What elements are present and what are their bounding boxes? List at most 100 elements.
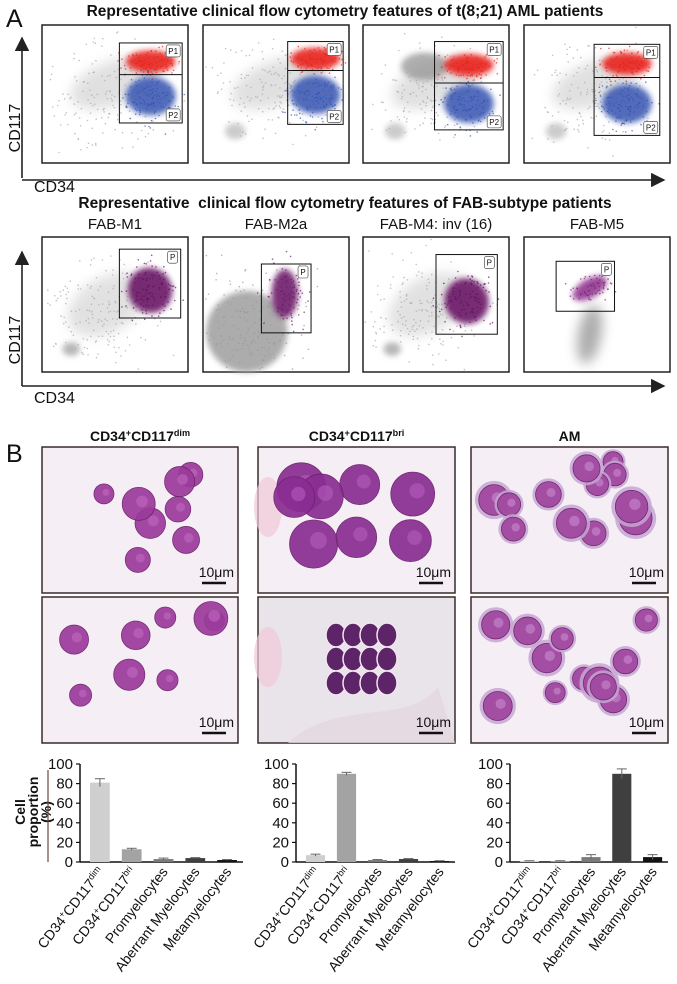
event-dot <box>558 81 561 84</box>
event-dot <box>279 87 281 89</box>
event-dot <box>130 273 133 275</box>
event-dot <box>634 93 637 95</box>
event-dot <box>452 330 455 333</box>
event-dot <box>271 84 273 87</box>
event-dot <box>430 306 433 308</box>
event-dot <box>91 144 94 146</box>
event-dot <box>124 84 126 87</box>
event-dot <box>439 338 441 341</box>
event-dot <box>89 102 92 105</box>
event-dot <box>73 57 75 60</box>
event-dot <box>375 331 377 334</box>
event-dot <box>182 299 184 302</box>
event-dot <box>428 281 431 284</box>
event-dot <box>459 102 462 105</box>
event-dot <box>630 62 633 64</box>
event-dot <box>156 56 159 58</box>
event-dot <box>628 94 630 96</box>
event-dot <box>270 292 273 294</box>
event-dot <box>617 82 619 84</box>
event-dot <box>130 274 132 277</box>
event-dot <box>144 273 146 276</box>
event-dot <box>279 339 282 341</box>
event-dot <box>253 308 255 310</box>
event-dot <box>287 293 290 295</box>
event-dot <box>90 285 93 288</box>
event-dot <box>441 79 444 81</box>
event-dot <box>563 119 566 122</box>
event-dot <box>274 101 276 104</box>
event-dot <box>595 105 597 108</box>
cell-population <box>224 122 246 140</box>
event-dot <box>153 274 155 277</box>
event-dot <box>322 89 325 92</box>
event-dot <box>164 305 166 307</box>
nucleolus <box>317 485 334 501</box>
event-dot <box>216 92 219 95</box>
event-dot <box>245 54 247 57</box>
event-dot <box>596 290 599 292</box>
event-dot <box>624 101 626 103</box>
event-dot <box>479 284 482 286</box>
event-dot <box>222 316 225 319</box>
event-dot <box>117 332 120 335</box>
event-dot <box>298 109 301 111</box>
event-dot <box>319 98 321 101</box>
event-dot <box>58 151 60 154</box>
event-dot <box>382 101 384 104</box>
event-dot <box>413 324 415 327</box>
event-dot <box>130 78 133 81</box>
event-dot <box>395 79 398 82</box>
event-dot <box>413 318 415 321</box>
event-dot <box>419 302 422 305</box>
event-dot <box>262 137 264 140</box>
event-dot <box>95 118 97 120</box>
event-dot <box>285 81 288 83</box>
event-dot <box>435 111 438 114</box>
event-dot <box>293 284 296 287</box>
event-dot <box>70 330 73 333</box>
event-dot <box>625 83 628 85</box>
event-dot <box>272 66 274 68</box>
event-dot <box>266 305 269 307</box>
event-dot <box>331 88 333 91</box>
event-dot <box>431 106 434 109</box>
event-dot <box>250 342 253 345</box>
event-dot <box>641 65 643 67</box>
event-dot <box>251 118 253 121</box>
event-dot <box>257 349 259 352</box>
gate <box>118 248 182 319</box>
event-dot <box>269 70 271 72</box>
event-dot <box>580 278 582 280</box>
event-dot <box>174 105 177 107</box>
event-dot <box>421 309 423 312</box>
event-dot <box>152 295 155 298</box>
x-axis-label: CD34 <box>34 179 75 196</box>
event-dot <box>288 298 291 301</box>
event-dot <box>627 61 630 64</box>
column-title: CD34+CD117bri <box>309 428 405 444</box>
event-dot <box>410 301 413 304</box>
gate-label: P <box>170 253 175 262</box>
event-dot <box>172 129 175 132</box>
nucleolus <box>184 533 194 543</box>
event-dot <box>464 283 467 285</box>
event-dot <box>237 122 239 125</box>
bar <box>305 855 326 862</box>
event-dot <box>400 317 403 319</box>
event-dot <box>140 60 142 62</box>
event-dot <box>136 92 139 94</box>
event-dot <box>313 73 316 75</box>
event-dot <box>167 91 169 94</box>
event-dot <box>633 111 635 113</box>
event-dot <box>128 110 131 112</box>
event-dot <box>421 90 424 93</box>
event-dot <box>326 84 329 86</box>
event-dot <box>284 111 286 114</box>
event-dot <box>306 106 308 108</box>
event-dot <box>89 287 91 289</box>
event-dot <box>164 295 166 298</box>
event-dot <box>427 320 430 323</box>
event-dot <box>472 122 474 124</box>
nucleolus <box>126 666 138 678</box>
